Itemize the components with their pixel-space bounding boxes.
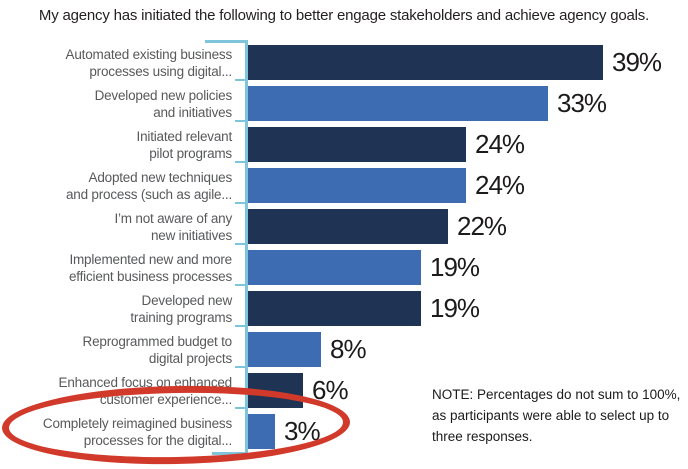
axis-tick-top	[205, 40, 248, 43]
bar-cell: 24%	[248, 168, 688, 203]
axis-tick	[235, 284, 248, 286]
bar-value-label: 19%	[430, 252, 480, 282]
axis-tick	[235, 407, 248, 409]
bar-cell: 33%	[248, 86, 688, 121]
bar-row: Implemented new and more efficient busin…	[0, 247, 688, 288]
bar	[248, 332, 321, 367]
bar	[248, 291, 421, 326]
bar	[248, 86, 548, 121]
bar-rows: Automated existing business processes us…	[0, 42, 688, 452]
axis-tick	[235, 79, 248, 81]
bar-row: Developed new policies and initiatives 33…	[0, 83, 688, 124]
note-text: NOTE: Percentages do not sum to 100%, as…	[432, 387, 681, 444]
bar-label: Enhanced focus on enhanced customer expe…	[58, 374, 233, 407]
axis-tick-bottom	[212, 452, 248, 455]
bar-row: Automated existing business processes us…	[0, 42, 688, 83]
bar-value-label: 33%	[557, 88, 607, 118]
bar-row: Completely reimagined business processes…	[0, 411, 688, 452]
bar-label: Automated existing business processes us…	[65, 46, 233, 79]
bar	[248, 250, 421, 285]
bar-row: I’m not aware of any new initiatives 22%	[0, 206, 688, 247]
bar	[248, 414, 275, 449]
bar-cell: 24%	[248, 127, 688, 162]
axis-tick	[235, 120, 248, 122]
bar-row: Adopted new techniques and process (such…	[0, 165, 688, 206]
bar-cell: 22%	[248, 209, 688, 244]
bar-label: Developed new training programs	[130, 292, 232, 325]
bar	[248, 45, 603, 80]
bar-label: Initiated relevant pilot programs	[136, 128, 233, 161]
axis-tick	[235, 161, 248, 163]
bar-label: Adopted new techniques and process (such…	[65, 169, 232, 202]
bar-label: Developed new policies and initiatives	[94, 87, 233, 120]
bar-row: Enhanced focus on enhanced customer expe…	[0, 370, 688, 411]
axis-tick	[235, 202, 248, 204]
bar-row: Developed new training programs 19%	[0, 288, 688, 329]
bar-cell: 19%	[248, 250, 688, 285]
bar-value-label: 19%	[430, 293, 480, 323]
axis-tick	[235, 366, 248, 368]
axis-tick	[235, 243, 248, 245]
bar-label: Reprogrammed budget to digital projects	[82, 333, 233, 366]
bar-row: Reprogrammed budget to digital projects 8…	[0, 329, 688, 370]
bar	[248, 209, 448, 244]
bar-value-label: 6%	[312, 375, 349, 405]
bar-cell: 8%	[248, 332, 688, 367]
bar-cell: 39%	[248, 45, 688, 80]
bar-cell: 3%	[248, 414, 688, 449]
axis-tick	[235, 325, 248, 327]
bar-value-label: 22%	[457, 211, 507, 241]
bar	[248, 127, 466, 162]
bar-value-label: 39%	[612, 47, 662, 77]
bar-value-label: 24%	[475, 170, 525, 200]
chart-title: My agency has initiated the following to…	[38, 7, 650, 24]
bar	[248, 168, 466, 203]
bar-cell: 19%	[248, 291, 688, 326]
bar-cell: 6%	[248, 373, 688, 408]
category-axis	[245, 40, 248, 455]
bar-value-label: 8%	[330, 334, 367, 364]
bar	[248, 373, 303, 408]
bar-value-label: 24%	[475, 129, 525, 159]
bar-label: I’m not aware of any new initiatives	[114, 210, 232, 243]
bar-row: Initiated relevant pilot programs 24%	[0, 124, 688, 165]
bar-label: Completely reimagined business processes…	[42, 415, 232, 448]
bar-value-label: 3%	[284, 416, 321, 446]
bar-label: Implemented new and more efficient busin…	[69, 251, 232, 284]
